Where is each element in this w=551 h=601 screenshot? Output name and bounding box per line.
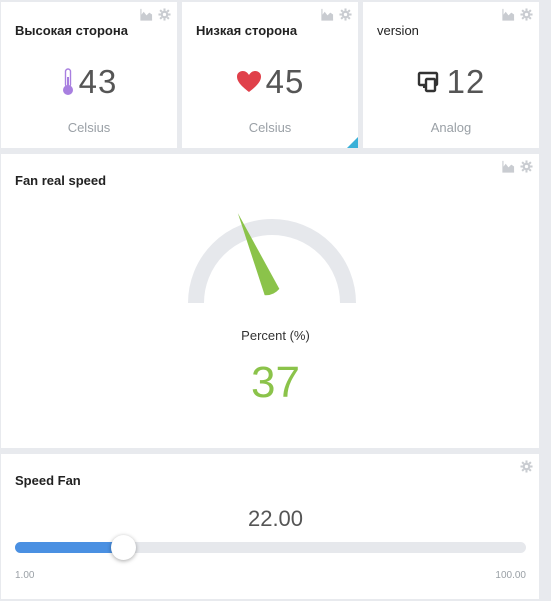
gear-icon[interactable] [158, 8, 171, 21]
slider-min-label: 1.00 [15, 570, 35, 581]
widget-value: 45 [265, 63, 305, 100]
widget-title: version [377, 23, 419, 38]
chart-icon[interactable] [502, 8, 515, 21]
gauge-needle [237, 213, 280, 296]
widget-value-row: 43 [1, 62, 177, 102]
widget-title: Низкая сторона [196, 23, 298, 38]
widget-unit: Celsius [248, 120, 292, 135]
devices-icon [417, 71, 438, 93]
widget-low-side: Низкая сторона 45 Celsius [182, 2, 358, 148]
heart-icon [236, 71, 261, 92]
gauge-value: 37 [251, 358, 300, 407]
widget-fan-real-speed: Fan real speed [1, 154, 539, 448]
chart-icon[interactable] [502, 160, 515, 173]
thermometer-icon [62, 68, 73, 95]
gear-icon[interactable] [520, 8, 533, 21]
resize-handle[interactable] [347, 137, 358, 148]
slider-fill [15, 542, 124, 553]
widget-value: 12 [446, 63, 486, 100]
widget-tools [321, 8, 352, 21]
gear-icon[interactable] [520, 460, 533, 473]
gear-icon[interactable] [520, 160, 533, 173]
widget-version: version 12 Analog [363, 2, 539, 148]
widget-tools [502, 160, 533, 173]
slider-thumb[interactable] [111, 535, 137, 560]
widget-high-side: Высокая сторона 43 Celsius [1, 2, 177, 148]
widget-tools [520, 460, 533, 473]
widget-title: Speed Fan [15, 473, 81, 488]
gear-icon[interactable] [339, 8, 352, 21]
widget-unit: Celsius [67, 120, 111, 135]
gauge-label: Percent (%) [241, 328, 310, 343]
widget-unit: Analog [430, 120, 472, 135]
chart-icon[interactable] [321, 8, 334, 21]
slider-value: 22.00 [247, 506, 304, 531]
widget-value: 43 [78, 63, 118, 100]
widget-tools [140, 8, 171, 21]
gauge [188, 213, 356, 304]
widget-tools [502, 8, 533, 21]
chart-icon[interactable] [140, 8, 153, 21]
widget-speed-fan: Speed Fan [1, 454, 539, 599]
widget-value-row: 12 [363, 62, 539, 102]
widget-title: Высокая сторона [15, 23, 128, 38]
widget-title: Fan real speed [15, 173, 107, 188]
widget-value-row: 45 [182, 62, 358, 102]
gauge-track [188, 219, 356, 304]
slider-max-label: 100.00 [495, 570, 526, 581]
speed-slider-track[interactable] [15, 535, 526, 560]
